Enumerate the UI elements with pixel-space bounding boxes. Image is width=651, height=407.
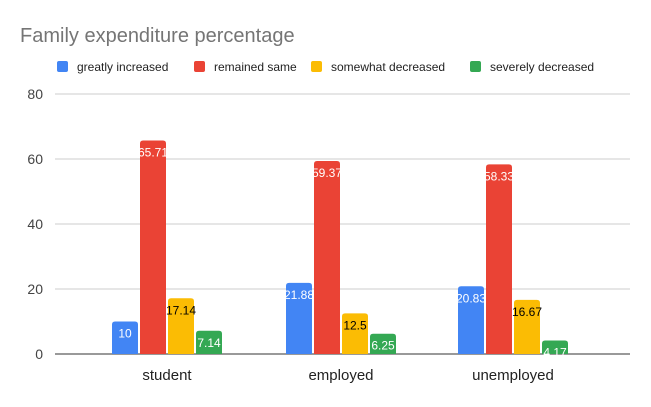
data-label: 59.37 — [312, 166, 342, 180]
legend-label: greatly increased — [77, 60, 168, 74]
bar-employed-severely-decreased — [370, 333, 396, 354]
x-tick-label: student — [142, 367, 192, 384]
data-labels: 10 65.71 17.14 7.14 21.88 59.37 12.5 6.25 20.83 5… — [118, 145, 567, 359]
data-label: 7.14 — [197, 336, 221, 350]
legend: greatly increased remained same somewhat d… — [57, 60, 594, 74]
data-label: 58.33 — [484, 169, 514, 183]
y-tick-label: 80 — [27, 86, 43, 102]
bars — [112, 140, 568, 354]
data-label: 21.88 — [284, 288, 314, 302]
data-label: 65.71 — [138, 145, 168, 159]
bar-student-greatly-increased — [112, 321, 138, 354]
legend-label: remained same — [214, 60, 297, 74]
bar-student-somewhat-decreased — [168, 298, 194, 354]
bar-unemployed-somewhat-decreased — [514, 299, 540, 354]
legend-label: somewhat decreased — [331, 60, 445, 74]
x-tick-label: employed — [308, 367, 373, 384]
y-tick-label: 60 — [27, 151, 43, 167]
data-label: 10 — [118, 327, 132, 341]
bar-unemployed-greatly-increased — [458, 286, 484, 354]
legend-label: severely decreased — [490, 60, 594, 74]
y-axis: 0 20 40 60 80 — [27, 86, 43, 362]
data-label: 16.67 — [512, 305, 542, 319]
legend-swatch — [311, 61, 322, 72]
bar-unemployed-severely-decreased — [542, 340, 568, 354]
data-label: 6.25 — [371, 339, 395, 353]
bar-employed-somewhat-decreased — [342, 313, 368, 354]
bar-employed-greatly-increased — [286, 282, 312, 354]
legend-item-remained-same: remained same — [194, 60, 297, 74]
bar-unemployed-remained-same — [486, 164, 512, 354]
chart-title: Family expenditure percentage — [20, 25, 295, 47]
data-label: 17.14 — [166, 303, 196, 317]
y-tick-label: 20 — [27, 281, 43, 297]
x-tick-label: unemployed — [472, 367, 554, 384]
legend-swatch — [57, 61, 68, 72]
data-label: 20.83 — [456, 291, 486, 305]
legend-item-somewhat-decreased: somewhat decreased — [311, 60, 445, 74]
bar-student-remained-same — [140, 140, 166, 354]
data-label: 4.17 — [543, 345, 567, 359]
data-label: 12.5 — [343, 318, 367, 332]
x-axis: student employed unemployed — [142, 367, 553, 384]
y-tick-label: 0 — [35, 346, 43, 362]
bar-employed-remained-same — [314, 161, 340, 354]
legend-swatch — [470, 61, 481, 72]
bar-student-severely-decreased — [196, 330, 222, 354]
legend-item-greatly-increased: greatly increased — [57, 60, 168, 74]
y-tick-label: 40 — [27, 216, 43, 232]
legend-item-severely-decreased: severely decreased — [470, 60, 594, 74]
legend-swatch — [194, 61, 205, 72]
